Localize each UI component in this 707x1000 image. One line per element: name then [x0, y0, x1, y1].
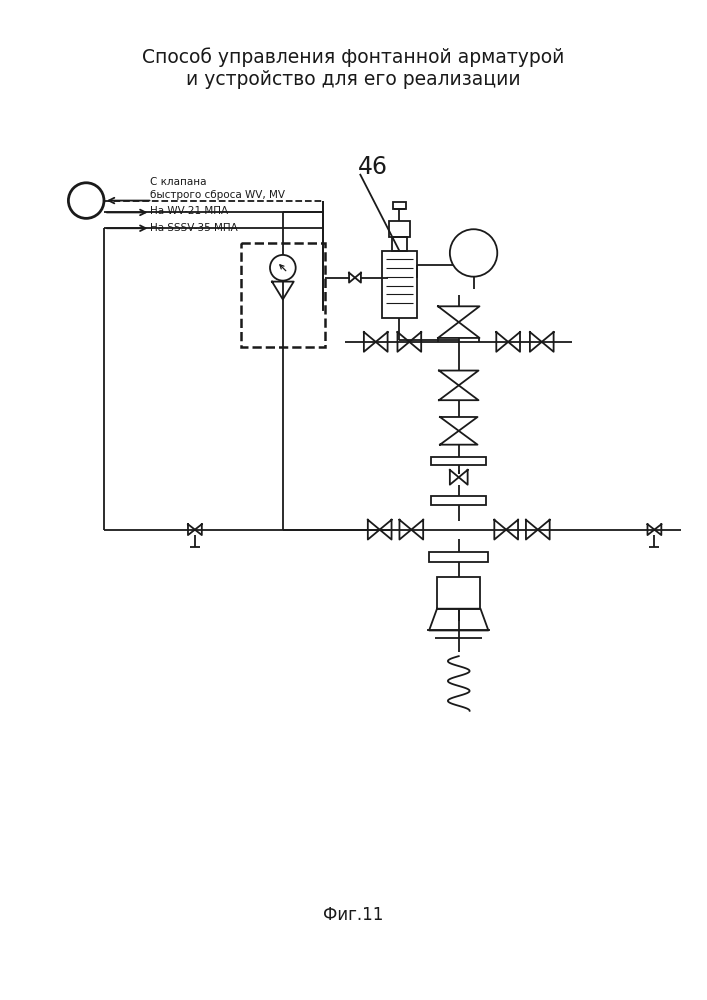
Bar	[437, 577, 481, 609]
Text: Способ управления фонтанной арматурой: Способ управления фонтанной арматурой	[142, 47, 564, 67]
Bar	[392, 237, 407, 251]
Bar	[429, 552, 489, 562]
Text: На SSSV-35 МПА: На SSSV-35 МПА	[151, 223, 238, 233]
Text: 46: 46	[358, 155, 388, 179]
Bar	[392, 202, 407, 209]
Bar	[431, 496, 486, 505]
Circle shape	[450, 229, 497, 277]
Text: 7: 7	[81, 192, 91, 210]
Text: На WV-21 МПА: На WV-21 МПА	[151, 206, 228, 216]
Bar	[241, 243, 325, 347]
Bar	[389, 221, 410, 237]
Text: Фиг.11: Фиг.11	[323, 906, 383, 924]
Text: и устройство для его реализации: и устройство для его реализации	[186, 70, 520, 89]
Circle shape	[270, 255, 296, 281]
Bar	[382, 251, 417, 318]
Circle shape	[69, 183, 104, 218]
Bar	[431, 457, 486, 465]
Text: быстрого сброса WV, MV: быстрого сброса WV, MV	[151, 190, 286, 200]
Text: С клапана: С клапана	[151, 177, 207, 187]
